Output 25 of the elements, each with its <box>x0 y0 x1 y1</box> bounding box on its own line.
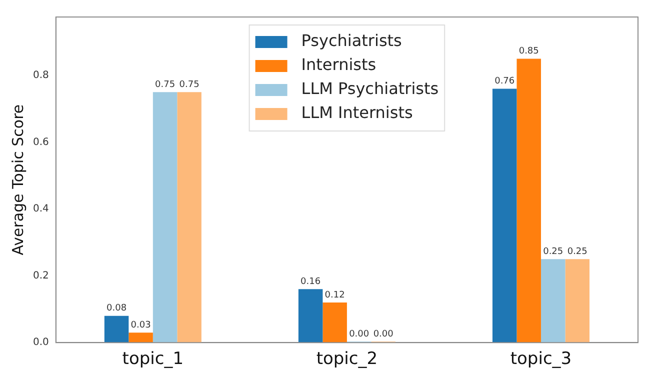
data-label: 0.00 <box>373 329 394 340</box>
y-axis-title: Average Topic Score <box>8 104 27 256</box>
x-tick-label: topic_3 <box>510 349 572 370</box>
legend-label: Psychiatrists <box>301 31 402 50</box>
data-label: 0.00 <box>349 329 370 340</box>
x-tick-label: topic_2 <box>316 349 378 370</box>
data-label: 0.25 <box>567 246 588 257</box>
y-tick-label: 0.6 <box>32 136 49 148</box>
y-tick-label: 0.4 <box>32 204 49 215</box>
legend-label: LLM Psychiatrists <box>301 79 439 98</box>
data-label: 0.25 <box>543 246 564 257</box>
data-label: 0.12 <box>324 290 345 300</box>
x-tick-label: topic_1 <box>122 349 184 370</box>
data-label: 0.03 <box>130 320 151 330</box>
y-tick-label: 0.8 <box>32 70 49 82</box>
legend-label: Internists <box>301 55 376 74</box>
legend-label: LLM Internists <box>301 103 413 122</box>
data-label: 0.16 <box>300 277 321 288</box>
data-label: 0.75 <box>155 80 176 90</box>
data-label: 0.75 <box>179 80 200 90</box>
y-tick-label: 0.0 <box>32 337 49 348</box>
data-label: 0.76 <box>494 76 515 87</box>
data-label: 0.85 <box>518 46 539 57</box>
y-tick-label: 0.2 <box>32 270 49 282</box>
data-label: 0.08 <box>106 304 127 314</box>
